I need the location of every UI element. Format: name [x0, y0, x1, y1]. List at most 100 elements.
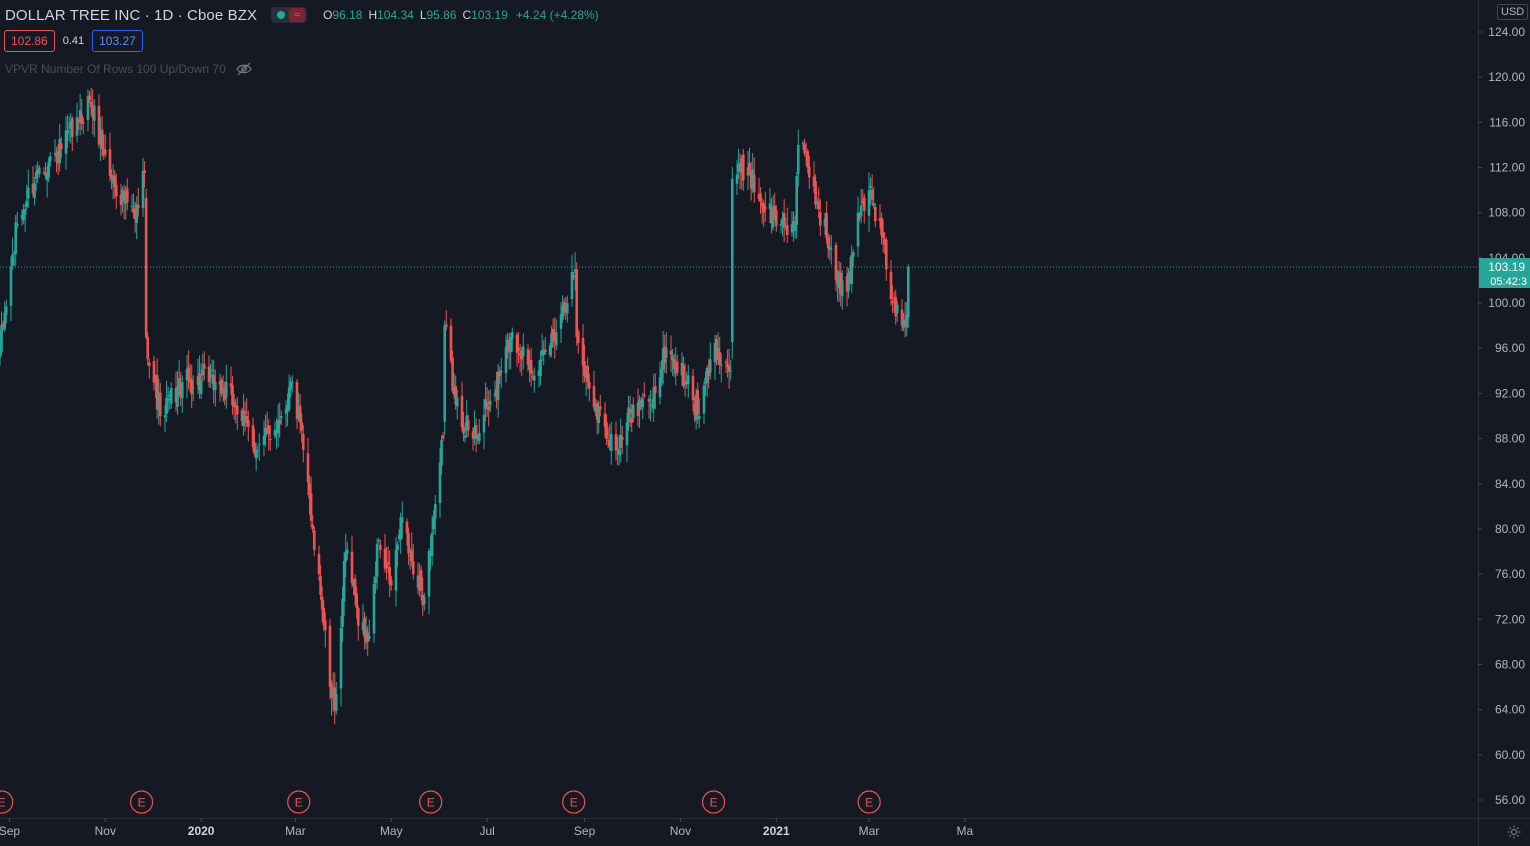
candle-body: [660, 368, 663, 383]
candle-body: [45, 172, 49, 181]
candle: [0, 311, 3, 356]
candle: [56, 143, 60, 176]
candle: [726, 349, 729, 378]
candle: [33, 176, 36, 206]
low-value: 95.86: [426, 8, 457, 22]
gear-icon[interactable]: [1506, 824, 1522, 840]
candle-body: [554, 332, 558, 346]
candle-body: [257, 444, 261, 446]
candle: [421, 577, 425, 616]
candle-body: [158, 392, 162, 416]
candle: [636, 388, 640, 427]
candle-body: [894, 296, 898, 317]
candle-body: [603, 413, 607, 428]
candle-body: [177, 377, 181, 387]
candle-body: [125, 188, 129, 203]
candle-body: [246, 419, 250, 428]
earnings-marker[interactable]: E: [287, 790, 311, 814]
currency-label[interactable]: USD: [1497, 4, 1529, 20]
candle-body: [361, 622, 365, 631]
candle: [119, 183, 123, 216]
symbol-title[interactable]: DOLLAR TREE INC · 1D · Cboe BZX: [5, 6, 258, 24]
candle-body: [352, 580, 355, 587]
candle: [26, 169, 30, 208]
indicator-label[interactable]: VPVR Number Of Rows 100 Up/Down 70: [5, 62, 226, 76]
candle-body: [301, 434, 305, 450]
candle-body: [254, 450, 258, 459]
candle-body: [488, 400, 492, 405]
earnings-marker[interactable]: E: [701, 790, 726, 814]
earnings-label: E: [570, 796, 578, 810]
time-axis: Sep Nov 2020 Mar May Jul Sep Nov 2021 Mar Ma: [0, 818, 974, 838]
candle: [372, 576, 376, 643]
candle: [741, 149, 745, 191]
candle-body: [504, 347, 508, 374]
candle-body: [496, 371, 500, 401]
candle-body: [806, 151, 810, 168]
candle: [323, 612, 327, 648]
candle-body: [53, 153, 57, 155]
candle: [396, 541, 399, 567]
candle-body: [9, 266, 13, 306]
candle-body: [309, 493, 313, 521]
candle: [42, 167, 46, 175]
earnings-marker[interactable]: E: [0, 790, 14, 814]
candle: [878, 204, 882, 229]
candle-body: [850, 255, 854, 284]
candle: [124, 185, 128, 220]
candle-body: [669, 350, 673, 355]
candle-body: [477, 433, 481, 442]
candle-body: [147, 362, 151, 366]
candle: [220, 377, 223, 397]
candle-body: [58, 138, 62, 164]
earnings-marker[interactable]: E: [857, 790, 881, 814]
candle-body: [300, 422, 304, 431]
earnings-marker[interactable]: E: [419, 790, 443, 814]
candle-body: [840, 280, 844, 297]
candle: [45, 166, 49, 198]
candle: [146, 332, 150, 366]
open-value: 96.18: [332, 8, 363, 22]
candle-body: [804, 155, 808, 157]
candle: [257, 433, 261, 462]
candle-body: [388, 567, 392, 585]
candle: [804, 142, 808, 166]
candle-body: [165, 397, 168, 414]
candle-body: [198, 373, 201, 390]
candle-body: [573, 269, 577, 273]
candle-body: [760, 202, 764, 207]
candle-body: [741, 154, 745, 181]
ask-price-button[interactable]: 103.27: [92, 30, 143, 52]
bid-price-button[interactable]: 102.86: [4, 30, 55, 52]
candle: [364, 615, 368, 650]
candle-body: [108, 149, 112, 177]
candle-body: [650, 404, 654, 407]
candle: [606, 427, 610, 449]
candle: [537, 359, 541, 388]
candle: [845, 266, 849, 307]
candle-body: [895, 304, 899, 313]
candle-body: [521, 346, 525, 357]
indicator-legend[interactable]: VPVR Number Of Rows 100 Up/Down 70: [5, 62, 252, 76]
legend-toggles[interactable]: ≈: [271, 7, 308, 23]
candle-body: [411, 561, 415, 575]
candle-body: [605, 422, 608, 439]
candle: [286, 393, 289, 426]
candle: [803, 138, 806, 157]
candle: [642, 382, 646, 399]
earnings-marker[interactable]: E: [562, 790, 586, 814]
candle: [900, 299, 904, 332]
candle-body: [620, 437, 624, 440]
candle-body: [320, 596, 324, 610]
earnings-marker[interactable]: E: [129, 790, 154, 814]
eye-slash-icon[interactable]: [236, 62, 252, 76]
candle-body: [482, 414, 486, 433]
candle: [34, 164, 38, 191]
wave-icon[interactable]: ≈: [289, 8, 306, 22]
candle: [889, 260, 893, 306]
candle: [746, 150, 750, 191]
candle-body: [0, 324, 3, 352]
time-axis-label: Nov: [95, 824, 116, 838]
